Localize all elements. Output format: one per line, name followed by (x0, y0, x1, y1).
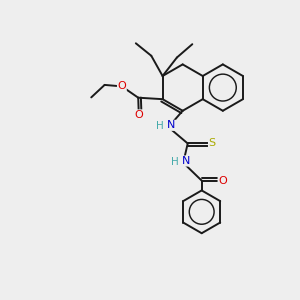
Text: H: H (156, 121, 164, 131)
Text: S: S (208, 139, 216, 148)
Text: O: O (118, 81, 126, 92)
Text: O: O (134, 110, 143, 120)
Text: N: N (182, 156, 190, 166)
Text: N: N (167, 120, 176, 130)
Text: H: H (171, 157, 179, 166)
Text: O: O (218, 176, 227, 186)
